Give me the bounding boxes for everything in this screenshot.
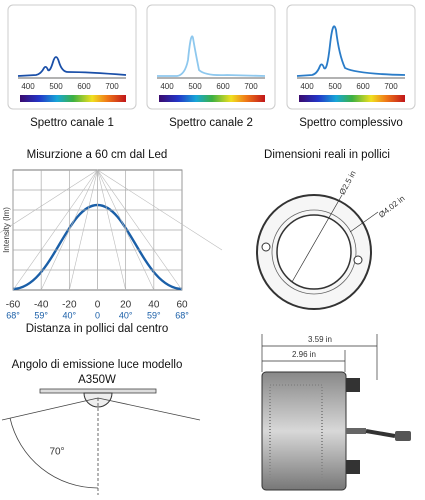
h: Dimensioni reali in pollici	[264, 149, 390, 161]
angle-label: 59°	[147, 310, 161, 320]
spectrum-card: 400 500 600 700 Spettro canale 1	[7, 4, 137, 129]
x-tick-label: -60	[6, 300, 21, 311]
circle	[353, 255, 363, 265]
circle	[261, 242, 271, 252]
spectrum-card: 400 500 600 700 Spettro canale 2	[146, 4, 276, 129]
fan-line	[97, 169, 126, 291]
card-frame	[286, 4, 416, 110]
angle-label: 68°	[6, 310, 20, 320]
line	[1, 397, 99, 421]
tick-label: 400	[160, 82, 174, 91]
tick: Ø4.02 in	[377, 194, 406, 220]
spectrum-curve	[157, 35, 266, 77]
tick-label: 600	[356, 82, 370, 91]
x-tick-label: 20	[120, 300, 132, 311]
angle-label: 40°	[119, 310, 133, 320]
fan-line	[12, 169, 98, 291]
spectrum-curve	[296, 25, 406, 77]
x-tick-label: 40	[148, 300, 160, 311]
rect	[261, 371, 347, 491]
caption: Spettro complessivo	[299, 117, 403, 129]
x-tick-label: -20	[62, 300, 77, 311]
fan-line	[97, 169, 223, 251]
tick-label: 500	[188, 82, 202, 91]
color-bar	[299, 95, 405, 102]
rect	[395, 431, 411, 441]
line	[97, 397, 201, 421]
fan-line	[97, 169, 183, 291]
spectrum-curve	[17, 56, 127, 77]
fan-line	[69, 169, 98, 291]
g: 400 500 600 700 Spettro canale 1 400 500 600 700…	[7, 4, 416, 129]
rect	[346, 460, 360, 474]
h: Angolo di emissione luce modello	[12, 359, 183, 371]
color-bar	[20, 95, 126, 102]
fan-line	[97, 169, 155, 291]
rect	[269, 384, 323, 481]
tick-label: 600	[216, 82, 230, 91]
h: A350W	[78, 374, 116, 386]
angle-label: 0	[95, 310, 100, 320]
rect	[346, 428, 366, 434]
tick-label: 400	[21, 82, 35, 91]
tick-label: 500	[49, 82, 63, 91]
tick-label: 400	[300, 82, 314, 91]
path	[9, 417, 99, 489]
card-frame	[146, 4, 276, 110]
angle-label: 68°	[175, 310, 189, 320]
g	[0, 169, 223, 291]
tick: Ø2.5 in	[338, 169, 358, 196]
tick-label: 700	[384, 82, 398, 91]
tick: 2.96 in	[292, 350, 316, 359]
rect	[39, 388, 157, 394]
tick-label: 600	[77, 82, 91, 91]
rect	[346, 378, 360, 392]
angle-label: 40°	[63, 310, 77, 320]
x-tick-label: 0	[95, 300, 101, 311]
circle	[276, 214, 352, 290]
fan-line	[0, 169, 98, 234]
tick: 3.59 in	[308, 335, 332, 344]
h: Distanza in pollici dal centro	[26, 323, 169, 335]
tick-label: 700	[244, 82, 258, 91]
caption: Spettro canale 2	[169, 117, 253, 129]
spectrum-card: 400 500 600 700 Spettro complessivo	[286, 4, 416, 129]
caption: Spettro canale 1	[30, 117, 114, 129]
card-frame	[7, 4, 137, 110]
line	[291, 194, 343, 283]
circle	[271, 209, 357, 295]
color-bar	[159, 95, 265, 102]
tick: Intensity (lm)	[2, 207, 11, 253]
tick: 70°	[49, 447, 64, 458]
h: Misurzione a 60 cm dal Led	[27, 149, 168, 161]
angle-label: 59°	[34, 310, 48, 320]
tick-label: 500	[328, 82, 342, 91]
x-tick-label: 60	[176, 300, 188, 311]
x-tick-label: -40	[34, 300, 49, 311]
line	[349, 211, 379, 233]
tick-label: 700	[105, 82, 119, 91]
path	[365, 429, 396, 438]
